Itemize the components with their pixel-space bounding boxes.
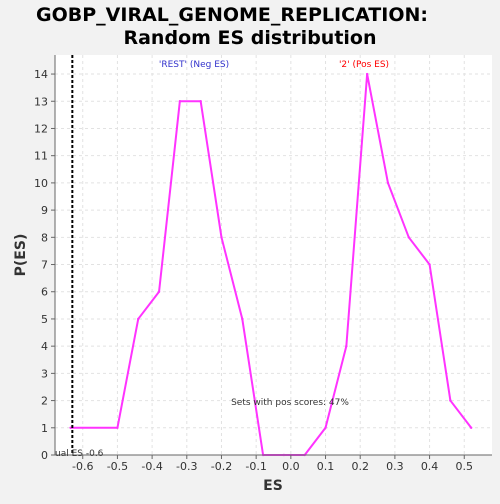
x-tick-label: 0.5 — [456, 460, 474, 473]
x-tick-label: -0.1 — [245, 460, 266, 473]
chart-title: GOBP_VIRAL_GENOME_REPLICATION: — [36, 4, 428, 26]
x-tick-label: -0.2 — [211, 460, 232, 473]
data-point — [178, 100, 182, 103]
data-point — [407, 236, 410, 239]
data-point — [365, 72, 369, 76]
data-point — [324, 426, 327, 429]
y-tick-label: 2 — [41, 395, 48, 408]
y-tick-label: 13 — [34, 95, 48, 108]
y-tick-label: 1 — [41, 422, 48, 435]
neg-es-label: 'REST' (Neg ES) — [159, 60, 229, 70]
pos-es-label: '2' (Pos ES) — [339, 60, 389, 70]
data-point — [116, 426, 119, 429]
data-point — [345, 344, 348, 348]
y-tick-label: 3 — [41, 367, 48, 380]
data-point — [199, 100, 202, 103]
data-point — [241, 317, 244, 321]
x-tick-label: 0.3 — [386, 460, 404, 473]
plot-area — [55, 55, 492, 455]
data-point — [469, 426, 473, 429]
x-axis-label: ES — [263, 478, 283, 494]
x-tick-label: -0.5 — [107, 460, 128, 473]
y-tick-label: 10 — [34, 177, 48, 190]
data-point — [69, 426, 72, 429]
data-point — [220, 236, 223, 239]
x-tick-label: 0.2 — [351, 460, 369, 473]
x-tick-label: 0.0 — [282, 460, 300, 473]
y-tick-label: 12 — [34, 122, 48, 135]
data-point — [157, 290, 161, 293]
x-tick-label: -0.4 — [141, 460, 162, 473]
y-tick-label: 5 — [41, 313, 48, 326]
data-point — [449, 399, 452, 402]
x-tick-label: -0.3 — [176, 460, 197, 473]
x-tick-label: -0.6 — [72, 460, 93, 473]
y-tick-label: 0 — [41, 449, 48, 462]
x-tick-label: 0.1 — [317, 460, 335, 473]
y-tick-label: 9 — [41, 204, 48, 217]
y-tick-label: 7 — [41, 259, 48, 272]
y-axis-label: P(ES) — [13, 234, 29, 277]
data-point — [428, 263, 431, 266]
pos-scores-annotation: Sets with pos scores: 47% — [231, 398, 349, 408]
y-tick-label: 8 — [41, 231, 48, 244]
y-tick-label: 11 — [34, 150, 48, 163]
y-tick-label: 6 — [41, 286, 48, 299]
axes: -0.6 -0.5 -0.4 -0.3 -0.2 -0.1 0.0 0.1 0.2 0.3 0.4 0… — [34, 55, 492, 473]
data-point — [386, 181, 390, 185]
y-tick-label: 14 — [34, 68, 48, 81]
x-tick-label: 0.4 — [421, 460, 439, 473]
y-tick-label: 4 — [41, 340, 48, 353]
chart-subtitle: Random ES distribution — [123, 27, 376, 49]
data-point — [137, 317, 140, 321]
actual-es-label: ual ES -0.6 — [55, 449, 104, 459]
